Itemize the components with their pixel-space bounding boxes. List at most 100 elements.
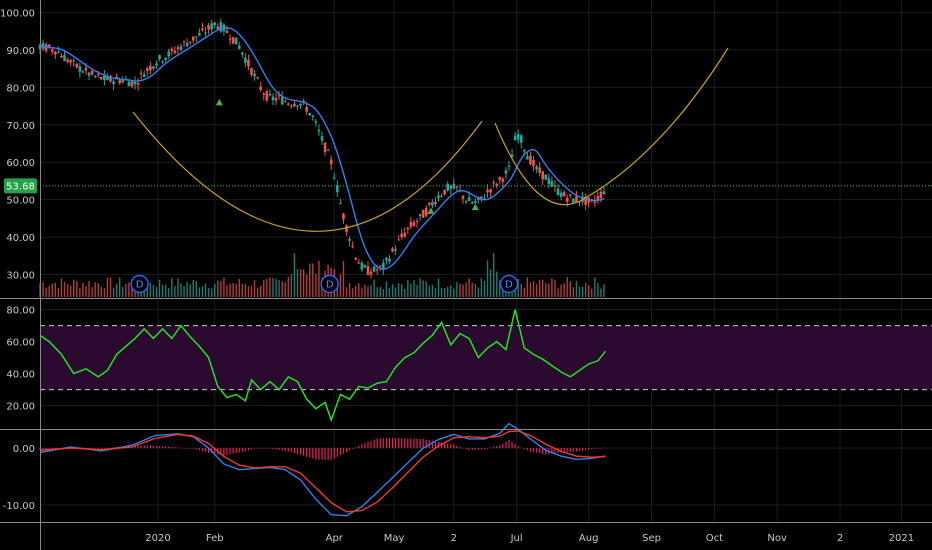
volume-bar (309, 263, 311, 297)
rsi-panel[interactable] (39, 309, 932, 423)
volume-bar (581, 286, 584, 297)
macd-histogram-bar (112, 447, 115, 449)
dividend-marker-label: D (136, 280, 144, 291)
macd-histogram-bar (266, 448, 268, 449)
candle-body (176, 47, 180, 49)
candle-body (274, 97, 278, 101)
volume-bar (69, 285, 72, 297)
candle-body (427, 202, 431, 205)
x-tick-label: 2021 (889, 533, 914, 544)
volume-bar (118, 277, 121, 297)
candle-body (519, 135, 523, 143)
candle-body (127, 81, 131, 87)
macd-histogram-bar (109, 447, 112, 449)
candle-body (403, 232, 407, 237)
macd-histogram-bar (410, 438, 412, 449)
volume-bar (462, 284, 464, 297)
volume-bar (489, 269, 492, 297)
macd-histogram-bar (569, 448, 571, 452)
macd-histogram-bar (545, 448, 547, 455)
macd-histogram-bar (290, 448, 292, 453)
candle-body (149, 65, 152, 71)
candle-body (323, 142, 327, 153)
macd-histogram-bar (523, 448, 525, 449)
macd-histogram-bar (471, 448, 473, 451)
macd-histogram-bar (214, 448, 216, 454)
dividend-marker[interactable] (499, 274, 519, 294)
macd-histogram-bar (434, 441, 437, 449)
volume-bar (128, 282, 130, 297)
macd-histogram-bar (152, 445, 155, 449)
macd-histogram-bar (591, 448, 593, 450)
macd-histogram-bar (585, 448, 587, 451)
macd-histogram-bar (440, 442, 443, 449)
candle-body (424, 208, 428, 216)
macd-histogram-bar (281, 448, 283, 451)
candle-body (406, 227, 410, 230)
candle-body (602, 191, 606, 194)
macd-panel[interactable] (39, 422, 606, 517)
candle-body (523, 149, 526, 152)
candle-body (50, 49, 54, 52)
candle-body (112, 81, 115, 85)
candle-body (161, 61, 164, 63)
candle-body (308, 112, 312, 116)
macd-histogram-bar (94, 448, 96, 449)
macd-histogram-bar (162, 446, 164, 449)
macd-histogram-bar (309, 448, 311, 458)
dividend-marker[interactable] (130, 274, 149, 294)
candle-body (382, 262, 385, 270)
candle-body (188, 41, 192, 43)
volume-bar (217, 280, 219, 297)
candle-body (568, 194, 572, 196)
macd-histogram-bar (198, 448, 200, 451)
volume-bar (97, 283, 99, 297)
macd-histogram-bar (600, 448, 602, 449)
macd-histogram-bar (315, 448, 317, 460)
macd-histogram-bar (257, 448, 259, 449)
volume-bar (192, 279, 194, 297)
macd-histogram-bar (158, 446, 161, 449)
volume-bar (603, 284, 605, 297)
candle-body (142, 74, 146, 78)
macd-histogram-bar (419, 438, 421, 449)
macd-histogram-bar (376, 438, 378, 449)
candle-body (437, 195, 440, 199)
volume-bar (155, 287, 158, 297)
candle-body (164, 57, 167, 60)
macd-histogram-bar (554, 448, 556, 454)
volume-bar (226, 285, 228, 297)
macd-histogram-bar (106, 448, 109, 449)
macd-histogram-bar (566, 448, 568, 453)
volume-bar (483, 281, 486, 297)
candle-body (96, 74, 100, 76)
volume-bar (594, 277, 596, 297)
volume-bar (345, 287, 348, 297)
volume-bar (103, 288, 106, 297)
macd-histogram-bar (373, 439, 375, 449)
volume-bar (109, 277, 112, 297)
candle-body (434, 201, 437, 205)
macd-histogram-bar (269, 448, 271, 449)
candle-body (185, 42, 189, 47)
volume-bar (434, 288, 437, 297)
volume-bar (471, 282, 473, 297)
volume-bar (554, 280, 556, 297)
dividend-marker[interactable] (320, 274, 339, 294)
volume-bar (88, 280, 90, 297)
candle-body (57, 51, 60, 53)
candle-body (513, 135, 517, 141)
candle-body (593, 200, 597, 203)
candle-body (455, 186, 459, 188)
candle-body (391, 248, 394, 252)
volume-bar (250, 286, 253, 297)
volume-bar (520, 283, 522, 297)
volume-bar (125, 283, 127, 297)
candle-body (351, 245, 354, 247)
macd-histogram-bar (486, 448, 489, 449)
volume-bar (419, 277, 421, 297)
candle-body (90, 70, 94, 75)
volume-bar (91, 287, 93, 297)
